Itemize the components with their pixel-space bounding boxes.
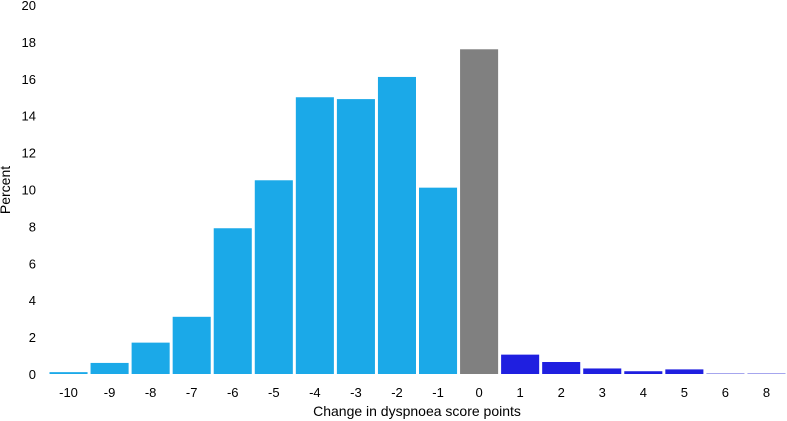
bar--6 — [213, 228, 252, 374]
bar--5 — [254, 180, 293, 374]
x-tick-label: -6 — [227, 385, 239, 400]
y-tick-label: 14 — [22, 109, 36, 124]
x-tick-label: 6 — [722, 385, 729, 400]
y-tick-label: 0 — [29, 367, 36, 382]
bar--8 — [131, 342, 170, 374]
bar--10 — [49, 372, 88, 374]
bars — [49, 49, 786, 374]
x-tick-label: 1 — [517, 385, 524, 400]
bar--3 — [336, 99, 375, 374]
y-tick-label: 10 — [22, 183, 36, 198]
x-tick-label: -3 — [350, 385, 362, 400]
x-tick-label: -7 — [186, 385, 198, 400]
y-tick-label: 18 — [22, 35, 36, 50]
x-tick-label: 4 — [640, 385, 647, 400]
x-tick-label: 3 — [599, 385, 606, 400]
y-tick-label: 4 — [29, 293, 36, 308]
y-tick-label: 8 — [29, 219, 36, 234]
bar--7 — [172, 316, 211, 374]
bar-4 — [624, 371, 663, 374]
bar--4 — [295, 97, 334, 374]
bar-3 — [583, 368, 622, 374]
x-tick-label: -2 — [391, 385, 403, 400]
x-tick-label: -9 — [104, 385, 116, 400]
y-axis-ticks: 0 2 4 6 8 10 12 14 16 18 20 — [22, 0, 36, 382]
x-tick-label: 5 — [681, 385, 688, 400]
x-tick-label: -8 — [145, 385, 157, 400]
bar-2 — [542, 362, 581, 374]
bar-8 — [747, 373, 786, 374]
y-tick-label: 12 — [22, 146, 36, 161]
bar-1 — [501, 354, 540, 374]
x-tick-label: -4 — [309, 385, 321, 400]
x-tick-label: 8 — [763, 385, 770, 400]
y-tick-label: 2 — [29, 330, 36, 345]
x-axis-title: Change in dyspnoea score points — [313, 403, 521, 419]
bar-5 — [665, 369, 704, 374]
bar-0 — [460, 49, 499, 374]
x-tick-label: -5 — [268, 385, 280, 400]
y-tick-label: 20 — [22, 0, 36, 13]
x-tick-label: 2 — [558, 385, 565, 400]
x-tick-label: -10 — [59, 385, 78, 400]
bar--9 — [90, 362, 129, 374]
bar--2 — [377, 76, 416, 374]
y-tick-label: 16 — [22, 72, 36, 87]
bar--1 — [419, 187, 458, 374]
y-axis-title: Percent — [0, 166, 13, 214]
bar-6 — [706, 373, 745, 374]
y-tick-label: 6 — [29, 256, 36, 271]
x-tick-label: -1 — [432, 385, 444, 400]
x-tick-label: 0 — [475, 385, 482, 400]
x-axis-ticks: -10 -9 -8 -7 -6 -5 -4 -3 -2 -1 0 1 2 3 4 5 6 8 — [59, 385, 770, 400]
